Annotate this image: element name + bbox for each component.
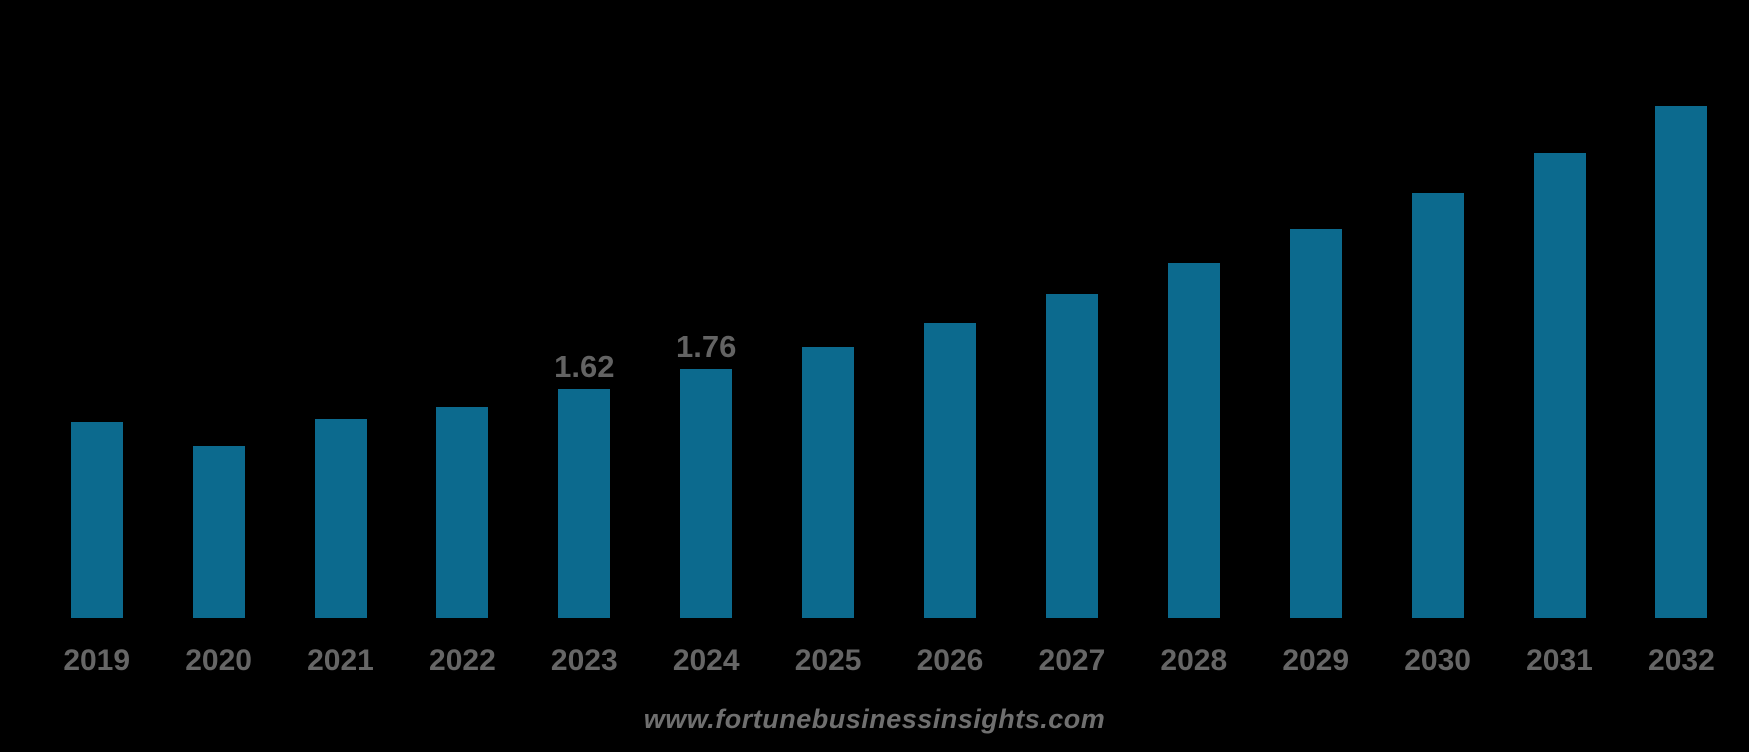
bar-2019: [70, 421, 123, 618]
x-tick-2030: 2030: [1404, 644, 1471, 677]
bar-2023: [558, 388, 611, 618]
x-tick-2025: 2025: [794, 644, 862, 677]
x-tick-2024: 2024: [672, 644, 740, 677]
bar-2028: [1167, 263, 1220, 618]
bar-2027: [1045, 294, 1098, 618]
x-tick-2019: 2019: [63, 644, 131, 677]
x-tick-2028: 2028: [1160, 644, 1228, 677]
bar-2025: [802, 346, 855, 618]
value-label-2024: 1.76: [676, 329, 737, 365]
watermark-url: www.fortunebusinessinsights.com: [643, 704, 1106, 734]
x-tick-2026: 2026: [916, 644, 984, 677]
x-tick-2029: 2029: [1282, 644, 1350, 677]
bar-2032: [1655, 106, 1708, 618]
bar-2022: [436, 407, 489, 618]
bar-2020: [192, 445, 245, 618]
x-tick-2021: 2021: [307, 644, 374, 677]
x-tick-2032: 2032: [1648, 644, 1715, 677]
bar-2029: [1289, 229, 1342, 618]
bar-2026: [924, 322, 976, 618]
x-tick-2023: 2023: [550, 644, 618, 677]
bar-2030: [1411, 192, 1464, 618]
bar-2024: [680, 369, 733, 618]
x-tick-2022: 2022: [429, 644, 496, 677]
x-tick-2031: 2031: [1526, 644, 1593, 677]
bar-2021: [314, 418, 367, 618]
x-tick-2020: 2020: [185, 644, 252, 677]
x-tick-2027: 2027: [1038, 644, 1106, 677]
value-label-2023: 1.62: [554, 348, 615, 384]
bar-2031: [1533, 152, 1586, 618]
